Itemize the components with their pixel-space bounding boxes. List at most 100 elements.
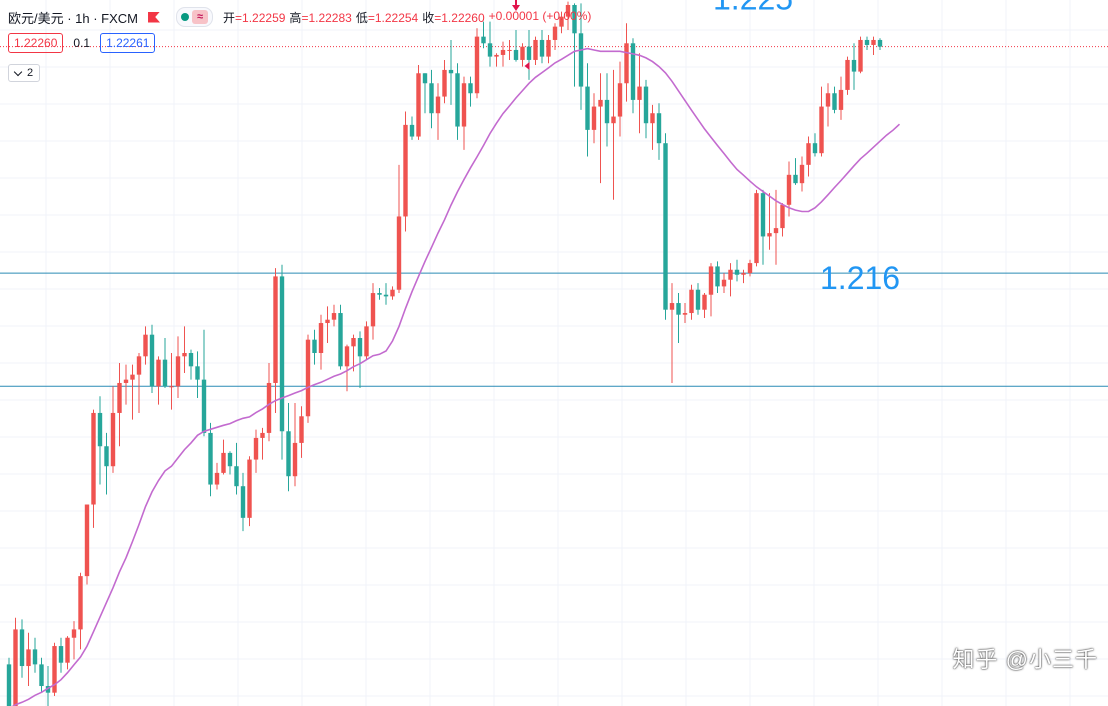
open-label: 开 — [223, 10, 236, 25]
candle-body — [299, 416, 304, 443]
sell-price-button[interactable]: 1.22260 — [8, 33, 64, 53]
candle-body — [461, 83, 467, 127]
candle-body — [429, 83, 434, 114]
candle-body — [32, 649, 38, 665]
candle-body — [799, 164, 805, 184]
candle-body — [442, 69, 447, 97]
candle-body — [708, 266, 714, 295]
level-labels: 1.225 1.216 — [713, 0, 900, 296]
close-label: 收 — [422, 10, 435, 25]
candle-body — [331, 313, 337, 320]
flag-icon[interactable] — [148, 11, 161, 23]
candle-body — [526, 46, 532, 60]
candle-body — [182, 353, 187, 357]
candle-body — [500, 49, 506, 55]
symbol-title[interactable]: 欧元/美元 · 1h · FXCM — [8, 10, 139, 26]
candle-body — [767, 233, 772, 237]
candle-body — [78, 576, 83, 630]
candle-body — [656, 113, 662, 144]
candle-body — [91, 412, 96, 505]
candle-body — [214, 472, 220, 485]
candle-body — [234, 466, 239, 487]
level-label: 1.225 — [713, 0, 793, 16]
candle-body — [695, 289, 701, 310]
exit-marker-icon — [524, 61, 530, 70]
candle-body — [845, 59, 850, 90]
horizontal-levels — [0, 46, 1108, 387]
candle-body — [156, 359, 161, 387]
candle-body — [643, 86, 649, 124]
candle-body — [370, 293, 376, 327]
candle-body — [357, 338, 363, 357]
candle-body — [637, 86, 642, 100]
candle-body — [344, 346, 350, 367]
candle-body — [175, 356, 181, 387]
candle-body — [84, 504, 90, 577]
candle-body — [591, 106, 597, 130]
candle-body — [864, 39, 870, 45]
candle-body — [39, 664, 44, 687]
candle-body — [682, 313, 688, 315]
candle-body — [494, 54, 499, 57]
close-value: =1.22260 — [434, 10, 485, 25]
candle-body — [565, 4, 571, 17]
candle-body — [110, 412, 116, 467]
candle-body — [611, 116, 616, 124]
candle-body — [786, 174, 792, 205]
candle-body — [877, 39, 883, 47]
candle-body — [364, 326, 369, 357]
candle-body — [520, 46, 525, 60]
candle-body — [773, 228, 779, 234]
candle-body — [806, 143, 811, 165]
candle-body — [838, 89, 844, 110]
candle-body — [403, 124, 408, 217]
quote-row: 1.22260 0.1 1.22261 — [8, 33, 156, 53]
candle-body — [305, 339, 311, 417]
candle-body — [585, 86, 590, 130]
candle-body — [760, 193, 766, 237]
candle-body — [227, 452, 233, 467]
candle-body — [624, 43, 629, 84]
candle-body — [201, 379, 207, 433]
buy-price-button[interactable]: 1.22261 — [100, 33, 156, 53]
indicators-toggle-button[interactable]: 2 — [8, 64, 41, 82]
candle-body — [273, 276, 278, 383]
candle-body — [780, 204, 785, 229]
candle-body — [266, 382, 272, 433]
candle-body — [546, 39, 551, 57]
candle-body — [279, 276, 285, 432]
candle-body — [253, 437, 259, 460]
candle-body — [260, 432, 265, 438]
candle-body — [286, 431, 291, 477]
candle-body — [71, 629, 77, 638]
candle-body — [858, 39, 863, 72]
candle-body — [149, 334, 155, 387]
candle-body — [819, 106, 824, 154]
low-value: =1.22254 — [367, 10, 419, 25]
down-arrow-icon — [512, 4, 520, 11]
candle-body — [377, 293, 382, 295]
rsi-signal-marker: -2RsiSE — [512, 0, 530, 70]
data-mode-toggle[interactable]: ≈ — [176, 7, 214, 27]
candle-body — [351, 338, 356, 347]
candle-body — [676, 303, 681, 315]
candle-body — [117, 382, 122, 413]
candle-body — [741, 273, 746, 275]
candle-body — [45, 686, 51, 693]
candle-body — [143, 334, 148, 357]
high-label: 高 — [289, 10, 302, 25]
candle-body — [663, 143, 668, 310]
candle-body — [715, 266, 720, 287]
candle-body — [312, 339, 317, 353]
candle-body — [26, 649, 31, 667]
candle-body — [559, 16, 564, 27]
candle-body — [689, 289, 694, 314]
candle-body — [598, 99, 603, 107]
candle-body — [630, 43, 636, 100]
candle-body — [455, 73, 460, 127]
candle-body — [468, 83, 473, 94]
candle-body — [747, 263, 753, 274]
candle-body — [754, 193, 759, 264]
high-value: =1.22283 — [301, 10, 352, 25]
